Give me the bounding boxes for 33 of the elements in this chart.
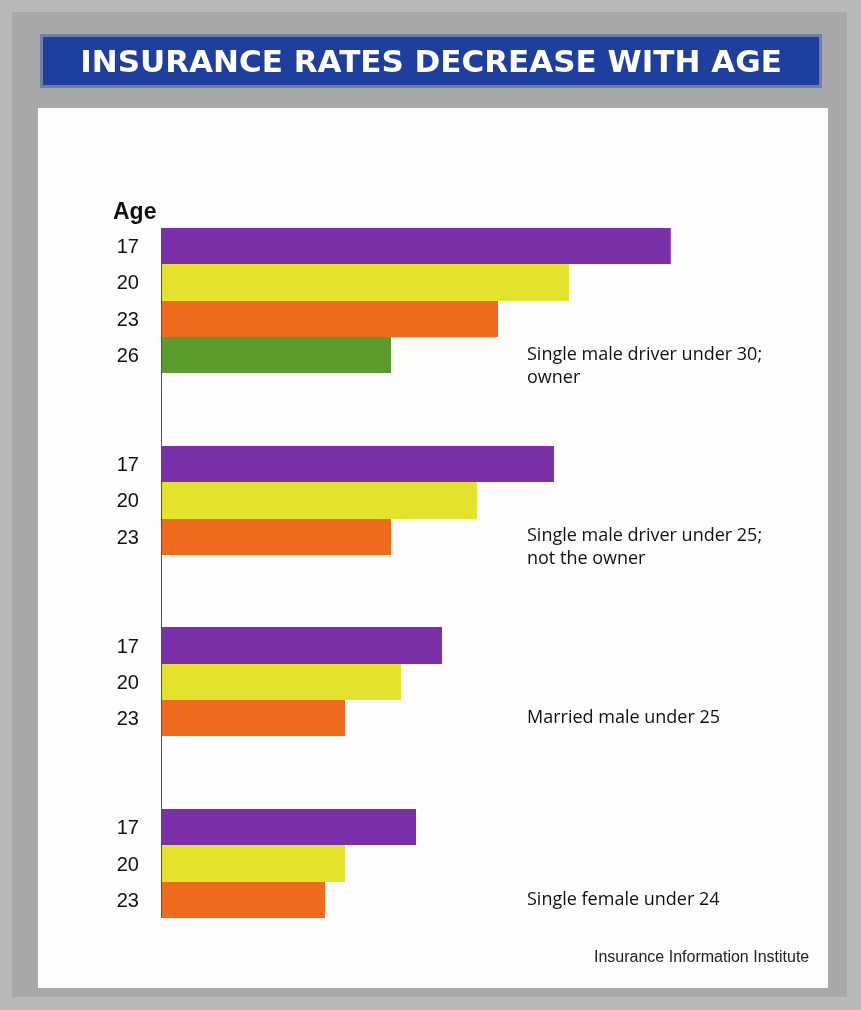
bar [162, 301, 498, 337]
annotation: Single female under 24 [527, 886, 720, 910]
bar [162, 882, 325, 918]
bar [162, 519, 391, 555]
y-tick-label: 23 [116, 525, 139, 548]
y-tick-label: 20 [116, 489, 139, 512]
bar [162, 700, 345, 736]
y-tick-label: 20 [116, 852, 139, 875]
bar [162, 664, 401, 700]
y-tick-label: 20 [116, 271, 139, 294]
y-tick-label: 23 [116, 307, 139, 330]
y-tick-label: 26 [116, 344, 139, 367]
bar [162, 845, 345, 882]
bar [162, 264, 569, 301]
y-axis-title: Age [113, 198, 157, 224]
y-tick-label: 17 [116, 634, 139, 657]
y-tick-label: 23 [116, 707, 139, 730]
annotation: Single male driver under 30; owner [527, 341, 763, 389]
annotation: Single male driver under 25; not the owner [527, 522, 763, 570]
bar [162, 337, 391, 373]
y-tick-label: 20 [116, 670, 139, 693]
bar [162, 228, 671, 264]
bar [162, 482, 477, 519]
bar [162, 809, 416, 845]
annotation: Married male under 25 [527, 704, 721, 728]
y-tick-label: 17 [116, 453, 139, 476]
chart-title: INSURANCE RATES DECREASE WITH AGE [40, 34, 822, 88]
y-tick-label: 23 [116, 888, 139, 911]
y-tick-label: 17 [116, 235, 139, 258]
y-tick-label: 17 [116, 816, 139, 839]
text: Insurance Information Institute [594, 948, 810, 965]
bar [162, 627, 442, 664]
bar [162, 446, 554, 482]
